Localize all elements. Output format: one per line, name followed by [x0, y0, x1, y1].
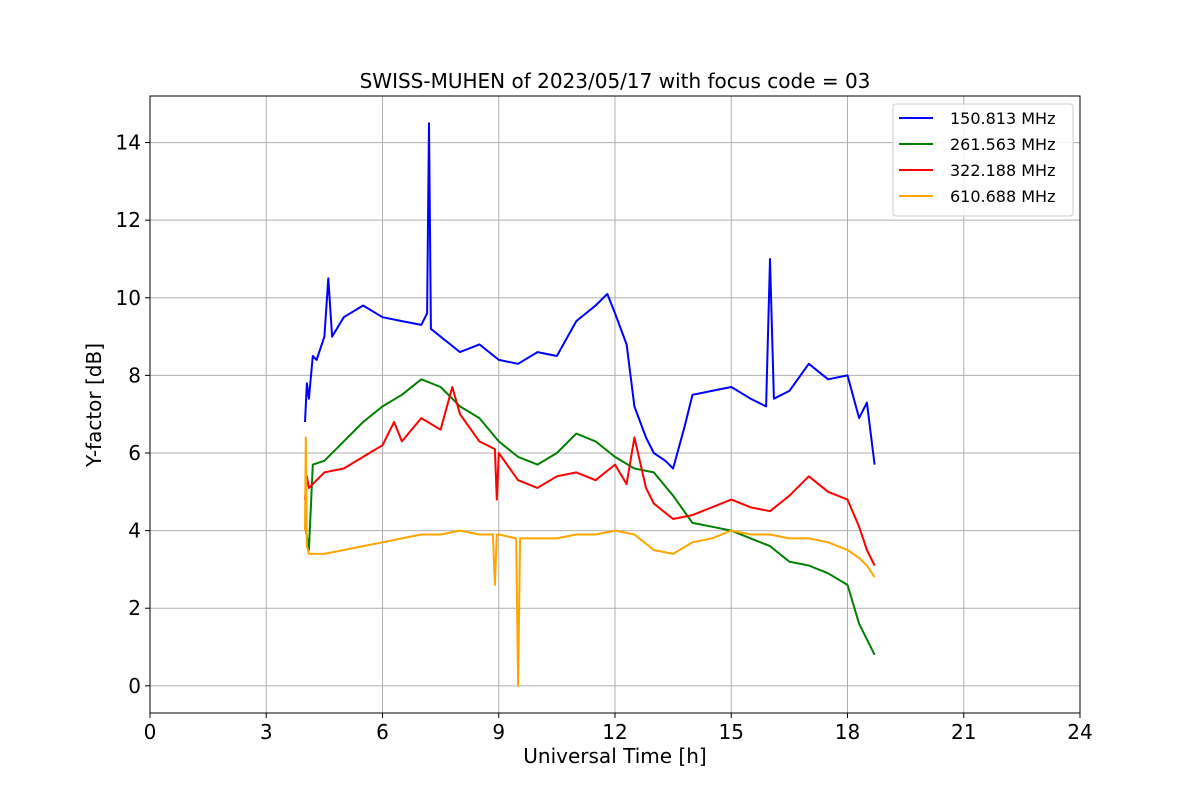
- grid-lines: [149, 96, 1081, 713]
- series-line-3: [304, 386, 876, 566]
- legend-label: 150.813 MHz: [950, 109, 1055, 128]
- x-tick-label: 18: [835, 720, 860, 744]
- x-axis-label: Universal Time [h]: [523, 744, 706, 768]
- series-line-2: [304, 378, 876, 656]
- plot-series: [304, 122, 876, 687]
- x-tick-label: 6: [376, 720, 389, 744]
- y-tick-label: 8: [128, 363, 141, 387]
- x-tick-label: 9: [492, 720, 505, 744]
- legend-label: 610.688 MHz: [950, 187, 1055, 206]
- x-tick-label: 3: [260, 720, 273, 744]
- x-tick-label: 12: [602, 720, 627, 744]
- y-tick-label: 2: [128, 596, 141, 620]
- legend-label: 261.563 MHz: [950, 135, 1055, 154]
- legend-box: [892, 103, 1074, 217]
- legend-label: 322.188 MHz: [950, 161, 1055, 180]
- y-tick-label: 6: [128, 441, 141, 465]
- x-tick-label: 0: [144, 720, 157, 744]
- y-tick-label: 4: [128, 519, 141, 543]
- y-axis-label: Y-factor [dB]: [82, 343, 106, 468]
- y-tick-label: 14: [116, 131, 141, 155]
- legend: 150.813 MHz 261.563 MHz 322.188 MHz 610.688…: [892, 103, 1074, 217]
- y-tick-label: 0: [128, 674, 141, 698]
- series-line-1: [304, 122, 876, 470]
- y-tick-label: 10: [116, 286, 141, 310]
- x-tick-label: 15: [719, 720, 744, 744]
- x-tick-label: 24: [1067, 720, 1092, 744]
- chart-title: SWISS-MUHEN of 2023/05/17 with focus cod…: [360, 69, 871, 93]
- series-line-4: [304, 436, 876, 687]
- y-tick-label: 12: [116, 208, 141, 232]
- x-tick-label: 21: [951, 720, 976, 744]
